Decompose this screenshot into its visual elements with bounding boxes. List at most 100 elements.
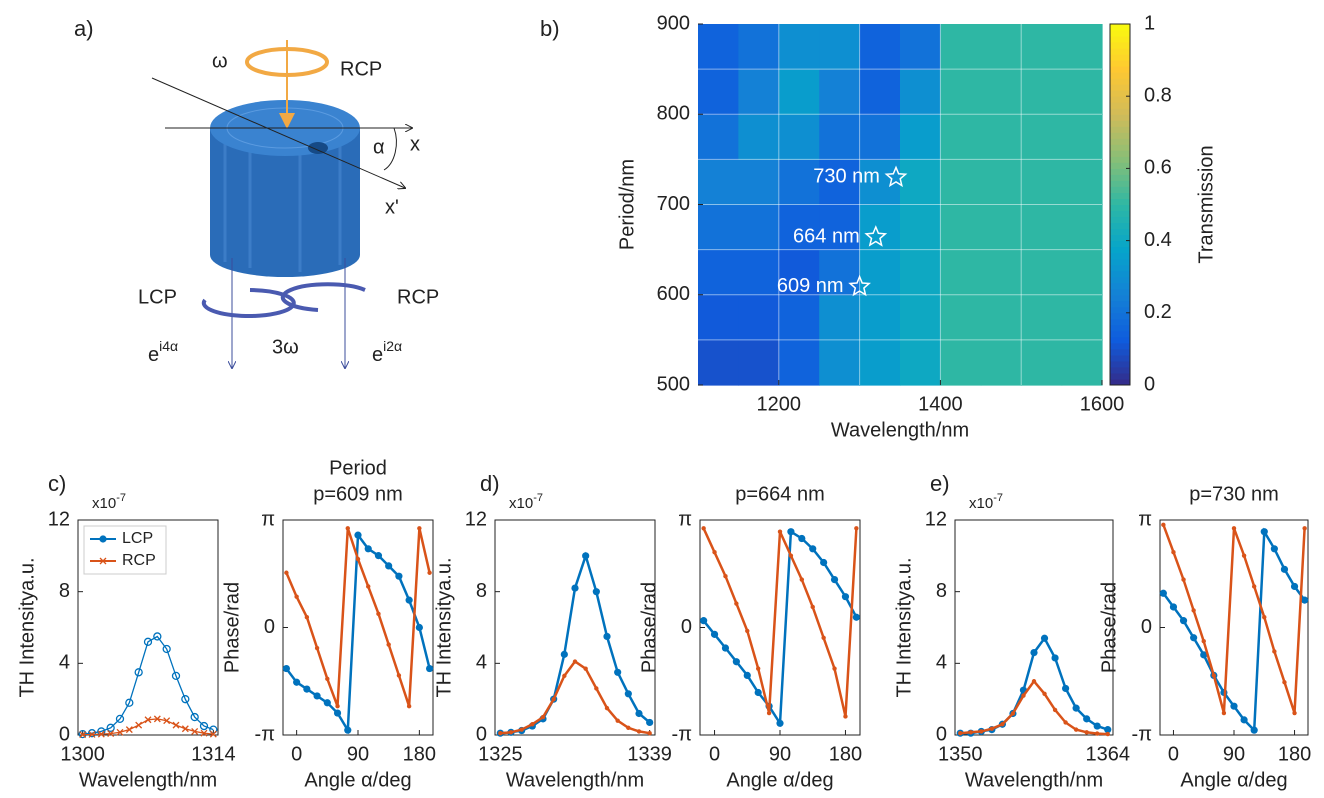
heatmap-cell — [698, 249, 739, 296]
marker — [284, 570, 289, 575]
marker — [572, 659, 578, 664]
heatmap-cell — [980, 159, 1022, 206]
marker — [560, 650, 568, 658]
series-line — [500, 659, 650, 735]
colorbar-swatch — [1110, 144, 1130, 151]
colorbar-swatch — [1110, 42, 1130, 49]
heatmap-cell — [778, 339, 820, 386]
heatmap-cell — [778, 294, 820, 341]
marker — [87, 729, 97, 738]
y-axis-label: Phase/rad — [221, 582, 243, 673]
marker — [97, 730, 105, 738]
heatmap-cell — [698, 24, 739, 70]
colorbar-swatch — [1110, 354, 1130, 362]
x-axis-label: Wavelength/nm — [79, 769, 217, 791]
heatmap-cell — [940, 114, 982, 160]
x-tick-label: 0 — [291, 743, 302, 765]
chart-title: p=730 nm — [1189, 483, 1279, 505]
series-line — [960, 679, 1108, 736]
colorbar-swatch — [1110, 258, 1130, 266]
marker — [366, 584, 371, 589]
x-tick-label: 1339 — [627, 743, 672, 765]
heatmap-cell — [980, 114, 1022, 160]
heatmap-cell — [778, 159, 820, 206]
heatmap-cell — [1061, 339, 1103, 386]
heatmap-cell — [900, 249, 941, 296]
colorbar-swatch — [1110, 48, 1130, 55]
heatmap-cell — [738, 69, 780, 115]
colorbar-swatch — [1110, 132, 1130, 139]
marker — [635, 709, 643, 718]
marker — [1290, 582, 1299, 591]
marker — [200, 729, 208, 737]
marker — [615, 718, 620, 723]
y-tick-label: 800 — [657, 103, 690, 125]
heatmap-cell — [738, 24, 780, 70]
marker — [852, 613, 860, 621]
heatmap-cell — [819, 114, 861, 160]
marker — [1051, 654, 1059, 662]
marker — [1250, 726, 1258, 734]
heatmap-cell — [778, 204, 820, 251]
y-tick-label: 4 — [936, 652, 947, 674]
marker — [562, 673, 567, 679]
label: i4α — [159, 338, 178, 354]
panel-label: c) — [48, 471, 66, 496]
x-tick-label: 90 — [1223, 743, 1245, 765]
rcp-ring — [280, 282, 366, 312]
colorbar-swatch — [1110, 246, 1130, 254]
colorbar-swatch — [1110, 210, 1130, 218]
heatmap-cell — [1061, 24, 1103, 70]
marker — [624, 690, 632, 698]
x-tick-label: 0 — [709, 743, 720, 765]
colorbar-swatch — [1110, 228, 1130, 236]
marker — [1073, 727, 1079, 732]
x-prime-axis — [151, 77, 405, 188]
marker — [1201, 638, 1206, 644]
colorbar-tick-label: 0.4 — [1144, 229, 1172, 251]
colorbar-swatch — [1110, 294, 1130, 302]
marker — [282, 664, 291, 673]
colorbar-swatch — [1110, 138, 1130, 145]
colorbar-label: Transmission — [1195, 145, 1217, 263]
heatmap-cell — [900, 114, 941, 160]
heatmap-cell — [738, 294, 780, 341]
y-tick-label: 8 — [936, 580, 947, 602]
heatmap-cell — [819, 294, 861, 341]
colorbar-swatch — [1110, 282, 1130, 290]
marker — [1104, 726, 1112, 734]
heatmap-cell — [940, 204, 982, 251]
marker — [1262, 615, 1267, 620]
marker — [190, 712, 199, 722]
x-tick-label: 180 — [403, 743, 436, 765]
marker — [1181, 577, 1186, 582]
x-tick-label: 90 — [769, 743, 791, 765]
marker — [1084, 730, 1089, 735]
x-tick-label: 1300 — [60, 743, 105, 765]
annotation: 609 nm — [777, 275, 844, 297]
colorbar-swatch — [1110, 174, 1130, 181]
colorbar-swatch — [1110, 312, 1130, 320]
panel-label: e) — [930, 471, 950, 496]
colorbar-swatch — [1110, 108, 1130, 115]
y-multiplier: x10 — [969, 495, 993, 512]
annotation: 664 nm — [793, 225, 860, 247]
marker — [530, 722, 535, 727]
colorbar-swatch — [1110, 126, 1130, 133]
y-multiplier: x10 — [509, 495, 533, 512]
colorbar-swatch — [1110, 252, 1130, 260]
marker — [1095, 731, 1100, 736]
colorbar-swatch — [1110, 180, 1130, 187]
marker — [106, 723, 115, 732]
marker — [1031, 679, 1037, 684]
marker — [832, 666, 837, 671]
y-tick-label: 0 — [476, 723, 487, 745]
marker — [293, 678, 301, 686]
marker — [540, 714, 546, 720]
heatmap-cell — [698, 204, 739, 251]
heatmap-cell — [980, 339, 1022, 386]
heatmap-cell — [778, 114, 820, 160]
marker — [788, 553, 794, 558]
colorbar-swatch — [1110, 102, 1130, 109]
chart-title: Period — [329, 457, 387, 479]
